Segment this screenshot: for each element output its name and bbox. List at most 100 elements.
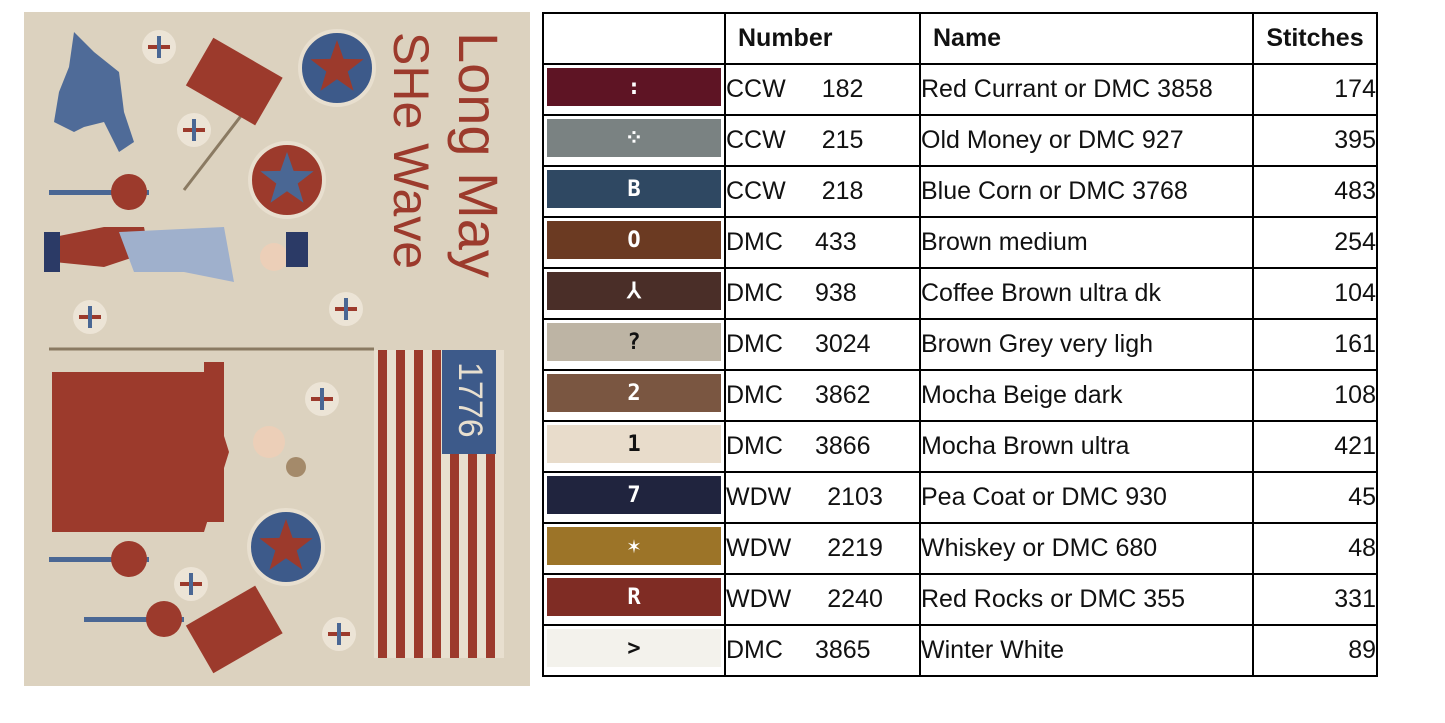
thread-name: Pea Coat or DMC 930 <box>919 471 1254 524</box>
brand: CCW <box>726 126 786 154</box>
cross-motif <box>305 382 339 416</box>
stitch-count: 48 <box>1252 522 1378 575</box>
brand: WDW <box>726 534 792 562</box>
stitch-count: 161 <box>1252 318 1378 371</box>
code: 2240 <box>827 585 883 613</box>
flag-stripe <box>450 350 459 658</box>
stitch-count: 331 <box>1252 573 1378 626</box>
thread-name: Winter White <box>919 624 1254 677</box>
code: 182 <box>821 75 864 103</box>
swatch-symbol: R <box>547 578 721 616</box>
table-row: ? DMC 3024 Brown Grey very ligh 161 <box>542 318 1378 371</box>
color-swatch: ✶ <box>542 522 726 575</box>
swatch-symbol: ? <box>547 323 721 361</box>
swatch-symbol: ⁘ <box>547 119 721 157</box>
flowers <box>49 174 184 637</box>
table-row: 2 DMC 3862 Mocha Beige dark 108 <box>542 369 1378 422</box>
thread-name: Red Currant or DMC 3858 <box>919 63 1254 116</box>
stitch-count: 104 <box>1252 267 1378 320</box>
color-swatch: ⅄ <box>542 267 726 320</box>
thread-number: WDW 2219 <box>724 522 921 575</box>
stitch-count: 421 <box>1252 420 1378 473</box>
table-row: R WDW 2240 Red Rocks or DMC 355 331 <box>542 573 1378 626</box>
code: 215 <box>821 126 864 154</box>
thread-name: Old Money or DMC 927 <box>919 114 1254 167</box>
thread-number: DMC 3866 <box>724 420 921 473</box>
table-row: ✶ WDW 2219 Whiskey or DMC 680 48 <box>542 522 1378 575</box>
cross-stitch-artwork: 1776 Long May SHe Wave <box>24 12 530 686</box>
thread-name: Mocha Brown ultra <box>919 420 1254 473</box>
table-row: ⁘ CCW 215 Old Money or DMC 927 395 <box>542 114 1378 167</box>
cross-motif <box>177 113 211 147</box>
color-swatch: ? <box>542 318 726 371</box>
table-row: : CCW 182 Red Currant or DMC 3858 174 <box>542 63 1378 116</box>
swatch-symbol: O <box>547 221 721 259</box>
swatch-symbol: 7 <box>547 476 721 514</box>
brand: DMC <box>726 636 783 664</box>
swatch-symbol: > <box>547 629 721 667</box>
header-number: Number <box>724 12 921 65</box>
color-swatch: 2 <box>542 369 726 422</box>
brand: CCW <box>726 75 786 103</box>
flag-stripe <box>486 350 495 658</box>
thread-number: DMC 3862 <box>724 369 921 422</box>
thread-number: CCW 182 <box>724 63 921 116</box>
flag-stripe <box>432 350 441 658</box>
table-row: B CCW 218 Blue Corn or DMC 3768 483 <box>542 165 1378 218</box>
swatch-symbol: 2 <box>547 374 721 412</box>
woman-figure <box>52 362 306 532</box>
table-row: ⅄ DMC 938 Coffee Brown ultra dk 104 <box>542 267 1378 320</box>
stitch-count: 108 <box>1252 369 1378 422</box>
thread-name: Brown medium <box>919 216 1254 269</box>
thread-number: CCW 215 <box>724 114 921 167</box>
man-figure <box>44 227 308 282</box>
cross-motif <box>142 30 176 64</box>
thread-name: Coffee Brown ultra dk <box>919 267 1254 320</box>
thread-name: Blue Corn or DMC 3768 <box>919 165 1254 218</box>
stitch-count: 174 <box>1252 63 1378 116</box>
cross-motif <box>329 292 363 326</box>
code: 3862 <box>814 381 871 409</box>
thread-name: Mocha Beige dark <box>919 369 1254 422</box>
color-swatch: O <box>542 216 726 269</box>
color-swatch: > <box>542 624 726 677</box>
table-row: 1 DMC 3866 Mocha Brown ultra 421 <box>542 420 1378 473</box>
thread-name: Whiskey or DMC 680 <box>919 522 1254 575</box>
flag-stripe <box>468 350 477 658</box>
code: 3024 <box>814 330 871 358</box>
flag-stripe <box>378 350 387 658</box>
table-header-row: Number Name Stitches <box>542 12 1378 65</box>
code: 218 <box>821 177 864 205</box>
thread-number: WDW 2240 <box>724 573 921 626</box>
cross-motif <box>73 300 107 334</box>
brand: WDW <box>726 585 792 613</box>
thread-number: DMC 433 <box>724 216 921 269</box>
stitch-count: 254 <box>1252 216 1378 269</box>
table-row: 7 WDW 2103 Pea Coat or DMC 930 45 <box>542 471 1378 524</box>
swatch-symbol: B <box>547 170 721 208</box>
code: 2219 <box>827 534 883 562</box>
brand: WDW <box>726 483 792 511</box>
large-flag: 1776 <box>374 350 504 658</box>
color-swatch: B <box>542 165 726 218</box>
thread-name: Brown Grey very ligh <box>919 318 1254 371</box>
swatch-symbol: ⅄ <box>547 272 721 310</box>
code: 433 <box>814 228 857 256</box>
swatch-symbol: ✶ <box>547 527 721 565</box>
stitch-count: 89 <box>1252 624 1378 677</box>
brand: DMC <box>726 279 783 307</box>
brand: CCW <box>726 177 786 205</box>
brand: DMC <box>726 228 783 256</box>
stitch-count: 395 <box>1252 114 1378 167</box>
header-stitches: Stitches <box>1252 12 1378 65</box>
artwork-text-line1: Long May <box>447 32 510 278</box>
color-swatch: 7 <box>542 471 726 524</box>
star-medallion <box>248 141 326 219</box>
color-swatch: ⁘ <box>542 114 726 167</box>
header-symbol <box>542 12 726 65</box>
header-name: Name <box>919 12 1254 65</box>
swatch-symbol: 1 <box>547 425 721 463</box>
thread-number: DMC 3865 <box>724 624 921 677</box>
thread-number: DMC 938 <box>724 267 921 320</box>
thread-number: WDW 2103 <box>724 471 921 524</box>
